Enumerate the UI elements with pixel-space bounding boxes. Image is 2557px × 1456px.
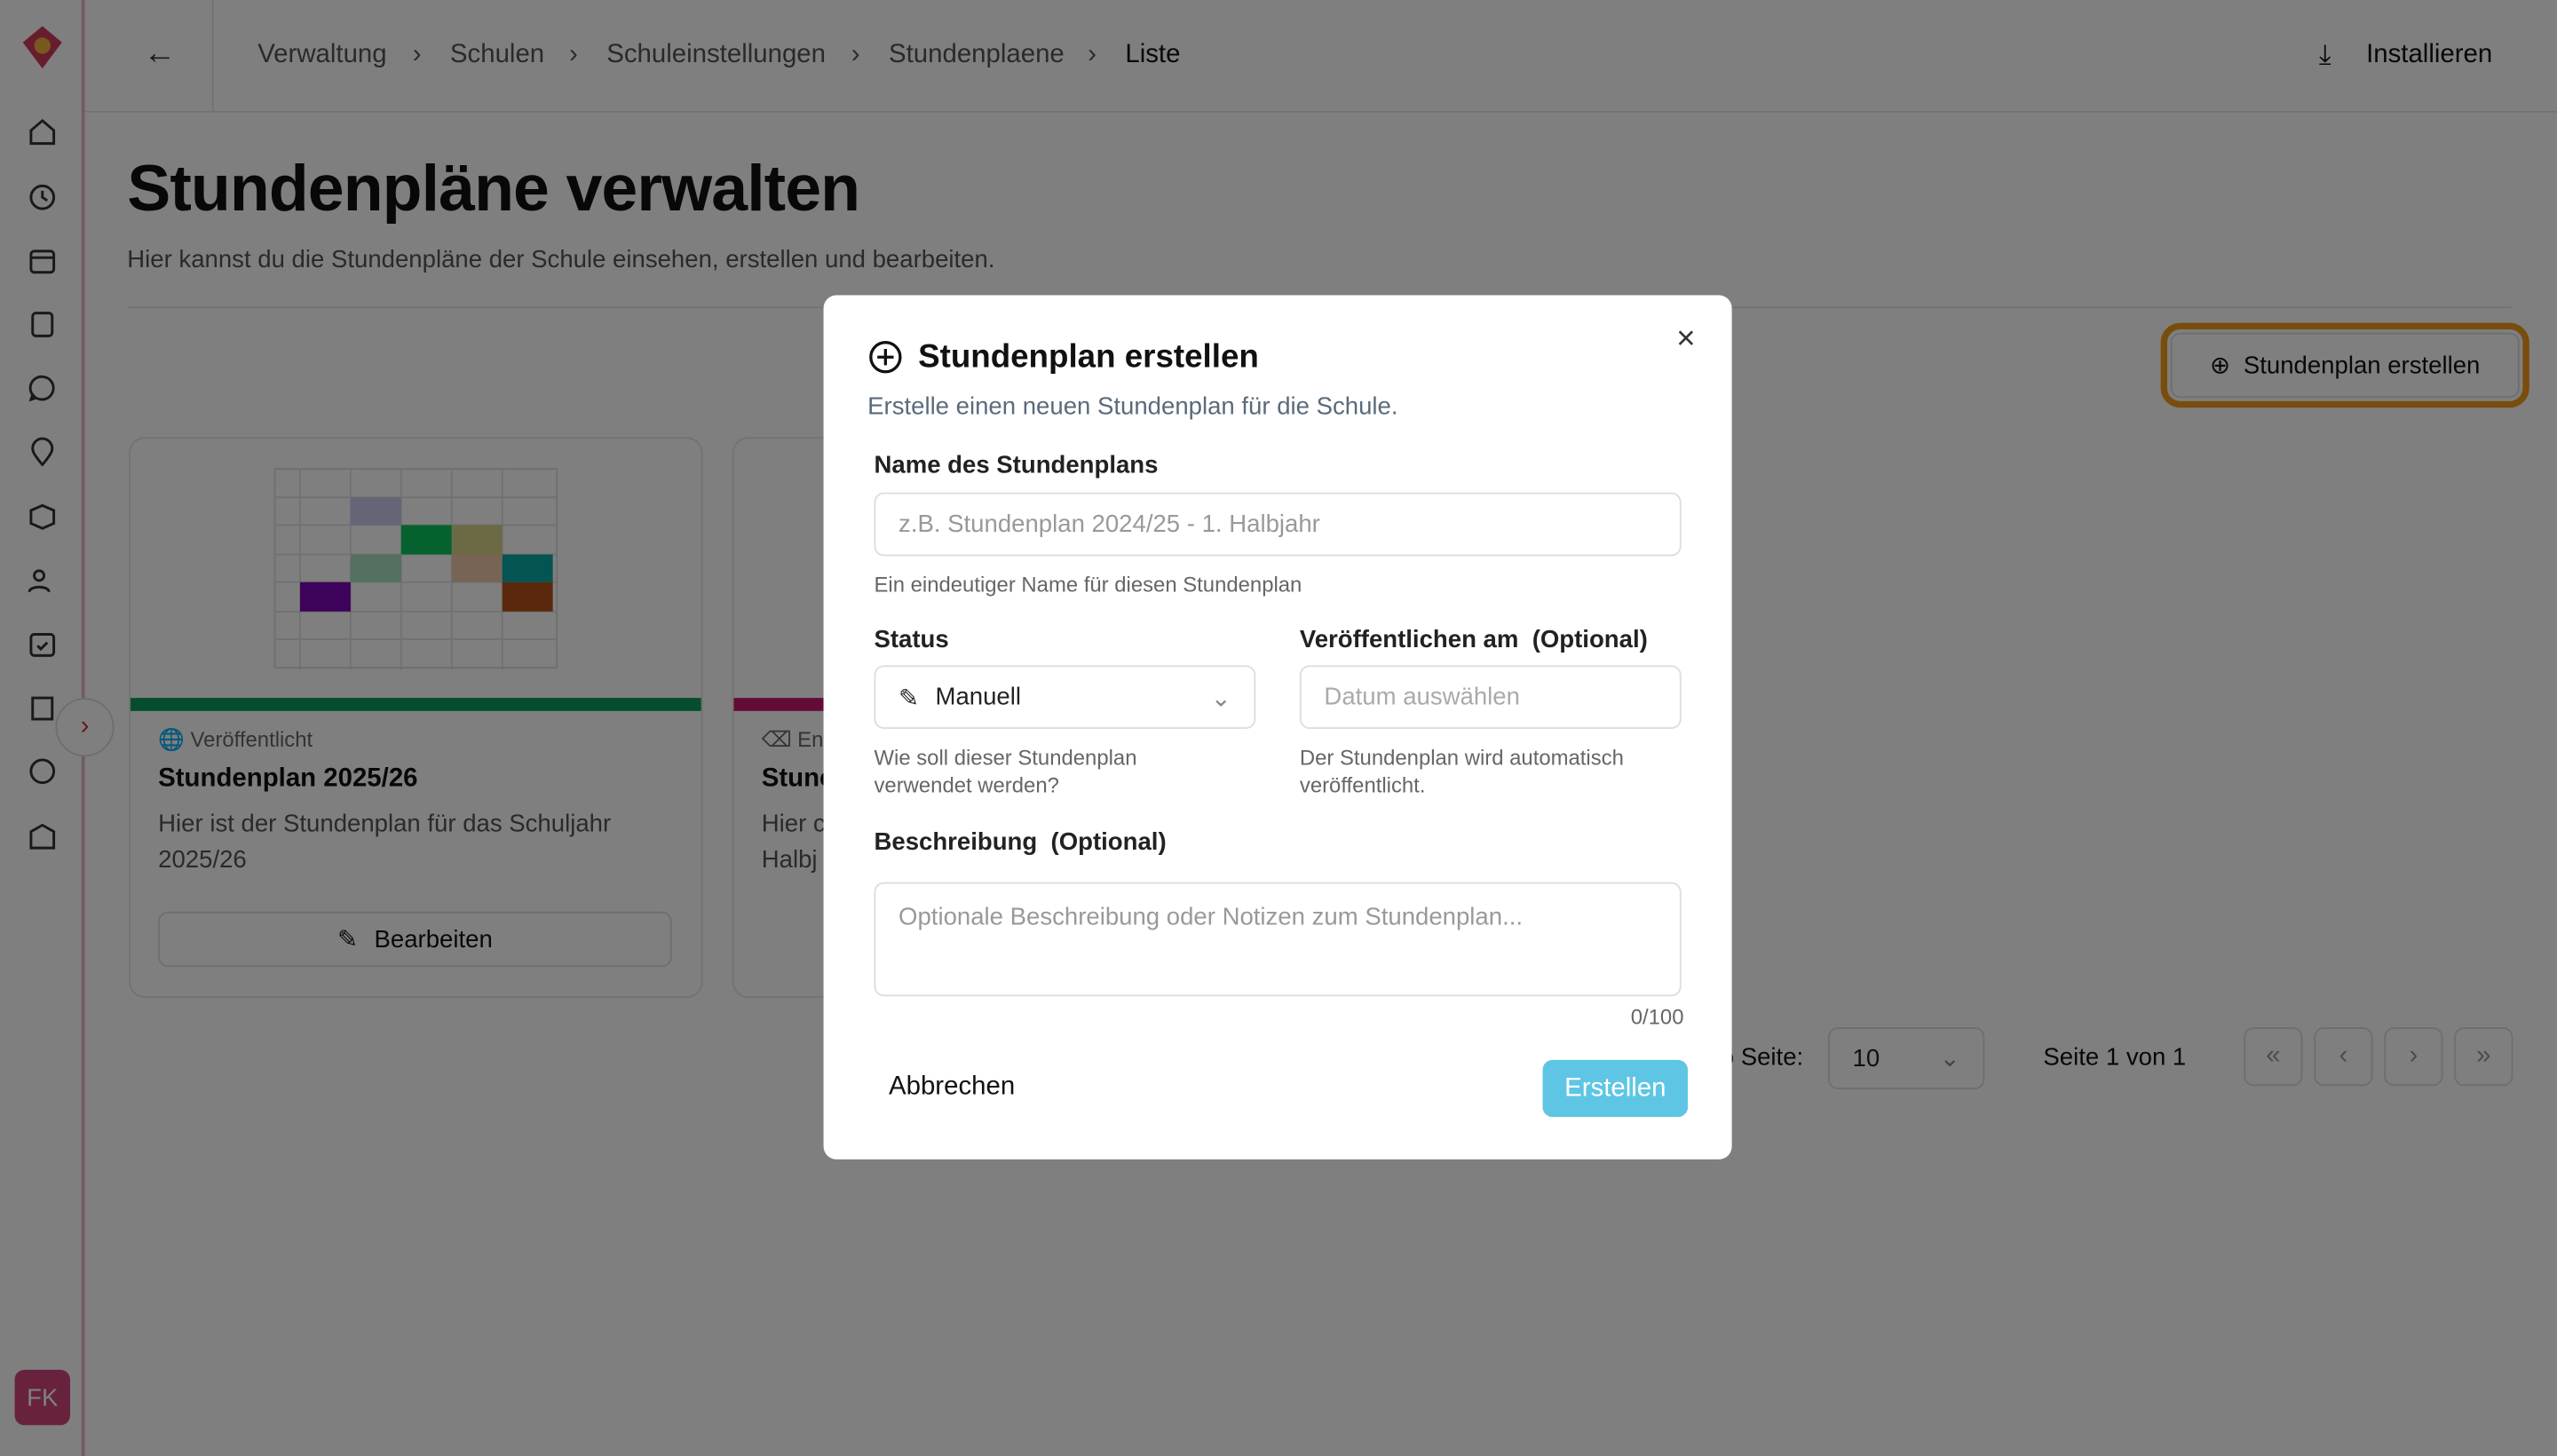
cancel-button[interactable]: Abbrechen	[889, 1072, 1016, 1101]
dialog: Stundenplan erstellen × Erstelle einen n…	[823, 295, 1732, 1159]
publish-hint: Der Stundenplan wird automatisch veröffe…	[1299, 745, 1624, 798]
dialog-icon	[869, 341, 902, 374]
name-label: Name des Stundenplans	[874, 451, 1159, 479]
dialog-title: Stundenplan erstellen	[918, 339, 1259, 376]
char-count: 0/100	[1630, 1004, 1684, 1029]
name-input[interactable]: z.B. Stundenplan 2024/25 - 1. Halbjahr	[874, 492, 1682, 557]
close-button[interactable]: ×	[1676, 320, 1696, 358]
submit-button[interactable]: Erstellen	[1542, 1059, 1689, 1118]
name-hint: Ein eindeutiger Name für diesen Stundenp…	[874, 572, 1302, 597]
status-select[interactable]: ✎ Manuell ⌄	[874, 665, 1256, 730]
dialog-description: Erstelle einen neuen Stundenplan für die…	[867, 392, 1398, 421]
publish-label: Veröffentlichen am (Optional)	[1299, 626, 1648, 654]
description-label: Beschreibung (Optional)	[874, 828, 1167, 857]
status-label: Status	[874, 626, 949, 654]
description-textarea[interactable]: Optionale Beschreibung oder Notizen zum …	[874, 882, 1682, 997]
publish-date-input[interactable]: Datum auswählen	[1299, 665, 1682, 730]
status-hint: Wie soll dieser Stundenplan verwendet we…	[874, 745, 1137, 798]
